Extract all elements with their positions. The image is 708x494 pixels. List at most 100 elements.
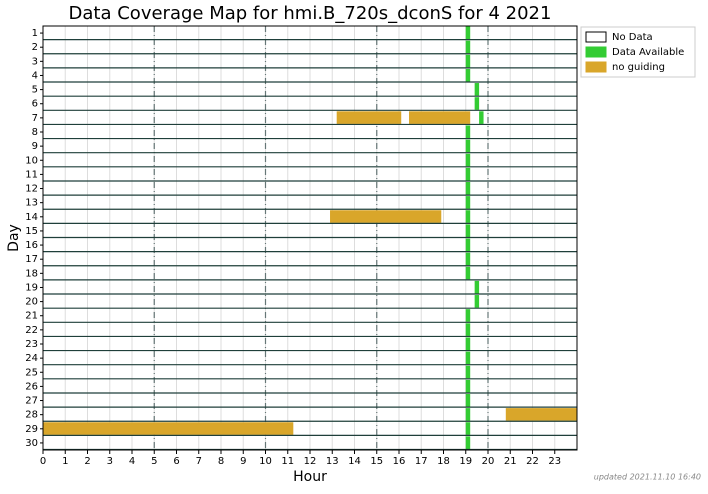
y-tick-label: 20 — [25, 297, 38, 308]
coverage-bar — [465, 365, 471, 379]
coverage-bar — [505, 408, 577, 421]
y-tick-label: 26 — [25, 381, 38, 392]
coverage-bar — [465, 379, 471, 393]
coverage-bar — [43, 422, 294, 435]
coverage-bar — [465, 238, 471, 252]
x-tick-label: 17 — [415, 456, 428, 467]
y-tick-label: 23 — [25, 339, 38, 350]
coverage-bar — [465, 26, 471, 40]
coverage-bar — [465, 436, 471, 449]
y-tick-label: 4 — [32, 70, 38, 81]
x-tick-label: 0 — [40, 456, 46, 467]
coverage-bar — [474, 97, 480, 110]
x-tick-label: 1 — [62, 456, 68, 467]
y-tick-label: 5 — [32, 85, 38, 96]
y-tick-label: 13 — [25, 198, 38, 209]
x-tick-label: 11 — [281, 456, 294, 467]
y-tick-label: 2 — [32, 42, 38, 53]
x-tick-label: 15 — [370, 456, 383, 467]
legend-swatch — [585, 46, 607, 58]
y-tick-label: 22 — [25, 325, 38, 336]
coverage-bar — [465, 40, 471, 54]
coverage-bar — [465, 224, 471, 237]
x-tick-label: 2 — [84, 456, 90, 467]
legend-label: no guiding — [612, 62, 665, 73]
coverage-bar — [336, 111, 402, 124]
coverage-bar — [465, 196, 471, 209]
x-tick-label: 12 — [304, 456, 317, 467]
legend-label: No Data — [612, 32, 653, 43]
coverage-bar — [465, 139, 471, 153]
x-tick-label: 18 — [437, 456, 450, 467]
x-tick-label: 5 — [151, 456, 157, 467]
coverage-bar — [465, 153, 471, 167]
x-tick-label: 22 — [526, 456, 539, 467]
coverage-bar — [465, 408, 471, 421]
x-tick-label: 16 — [393, 456, 406, 467]
y-tick-label: 1 — [32, 28, 38, 39]
coverage-bar — [465, 125, 471, 139]
coverage-bar — [465, 252, 471, 266]
coverage-bar — [465, 68, 471, 82]
x-tick-label: 10 — [259, 456, 272, 467]
y-tick-label: 12 — [25, 184, 38, 195]
coverage-bar — [465, 266, 471, 280]
x-axis-label: Hour — [293, 469, 327, 485]
x-tick-label: 4 — [129, 456, 135, 467]
y-tick-label: 14 — [25, 212, 38, 223]
coverage-bar — [479, 111, 484, 124]
y-tick-label: 17 — [25, 254, 38, 265]
y-tick-label: 15 — [25, 226, 38, 237]
y-tick-label: 25 — [25, 367, 38, 378]
y-tick-label: 9 — [32, 141, 38, 152]
y-tick-label: 21 — [25, 311, 38, 322]
coverage-bar — [465, 181, 471, 195]
coverage-bar — [465, 167, 471, 181]
y-tick-label: 28 — [25, 410, 38, 421]
coverage-bar — [465, 351, 471, 365]
legend-swatch — [585, 31, 607, 43]
y-axis-label: Day — [6, 224, 22, 252]
coverage-bar — [465, 323, 471, 336]
x-tick-label: 8 — [218, 456, 224, 467]
y-tick-label: 30 — [25, 438, 38, 449]
y-tick-label: 29 — [25, 424, 38, 435]
y-tick-label: 27 — [25, 396, 38, 407]
coverage-bar — [465, 210, 471, 223]
coverage-bar — [465, 337, 471, 351]
x-tick-label: 14 — [348, 456, 361, 467]
x-tick-label: 9 — [240, 456, 246, 467]
y-tick-label: 3 — [32, 56, 38, 67]
coverage-bar — [474, 83, 480, 96]
y-tick-label: 16 — [25, 240, 38, 251]
update-note: updated 2021.11.10 16:40 — [594, 473, 701, 482]
coverage-bar — [465, 54, 471, 68]
coverage-bar — [409, 111, 471, 124]
y-tick-label: 6 — [32, 99, 38, 110]
x-tick-label: 21 — [504, 456, 517, 467]
x-tick-label: 7 — [196, 456, 202, 467]
y-tick-label: 19 — [25, 282, 38, 293]
y-tick-label: 10 — [25, 155, 38, 166]
x-tick-label: 19 — [459, 456, 472, 467]
x-tick-label: 13 — [326, 456, 339, 467]
x-tick-label: 3 — [107, 456, 113, 467]
y-tick-label: 7 — [32, 113, 38, 124]
x-tick-label: 23 — [548, 456, 561, 467]
coverage-bar — [465, 393, 471, 407]
legend-swatch — [585, 61, 607, 73]
x-tick-label: 20 — [482, 456, 495, 467]
y-tick-label: 18 — [25, 268, 38, 279]
coverage-bar — [465, 309, 471, 322]
plot-frame — [42, 25, 578, 451]
chart-title: Data Coverage Map for hmi.B_720s_dconS f… — [69, 3, 552, 24]
legend-label: Data Available — [612, 47, 684, 58]
coverage-bar — [465, 422, 471, 435]
coverage-bar — [330, 210, 442, 223]
y-tick-label: 24 — [25, 353, 38, 364]
y-tick-label: 8 — [32, 127, 38, 138]
y-tick-label: 11 — [25, 169, 38, 180]
coverage-bar — [474, 280, 480, 294]
x-tick-label: 6 — [173, 456, 179, 467]
